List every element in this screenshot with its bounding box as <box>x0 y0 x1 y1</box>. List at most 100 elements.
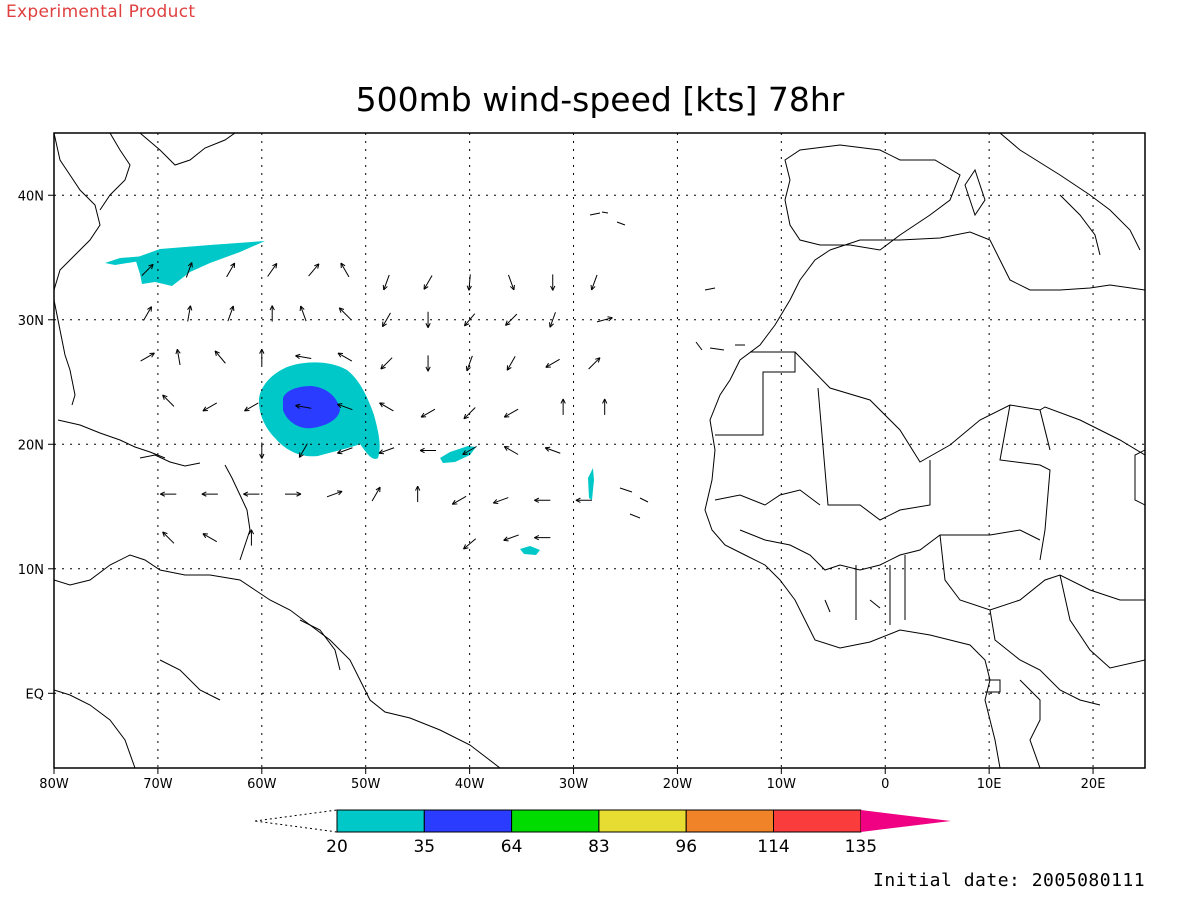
x-tick-label: 20W <box>663 777 693 792</box>
wind-vector <box>466 274 472 291</box>
wind-vector <box>248 529 255 546</box>
colorbar-box <box>423 809 513 833</box>
colorbar-box <box>773 809 862 833</box>
colorbar: 20 35 64 83 96 114 135 <box>254 809 951 857</box>
shade-35-64-main <box>283 386 340 429</box>
wind-vector <box>602 398 608 415</box>
wind-vector <box>503 408 519 418</box>
lat-lon-grid <box>54 133 1145 768</box>
y-tick-label: EQ <box>26 687 44 702</box>
wind-vector <box>326 490 343 498</box>
wind-vector <box>451 495 467 505</box>
x-tick-label: 50W <box>351 777 381 792</box>
wind-vector <box>226 262 236 278</box>
shade-20-35-east <box>440 446 476 463</box>
wind-vector <box>337 352 353 362</box>
wind-vector <box>425 355 431 372</box>
colorbar-label: 135 <box>845 837 877 857</box>
wind-vector <box>185 262 193 278</box>
x-tick-label: 60W <box>247 777 277 792</box>
x-tick-label: 70W <box>143 777 173 792</box>
wind-vector <box>596 316 613 323</box>
wind-vector <box>201 491 218 497</box>
wind-vectors <box>140 262 613 550</box>
wind-vector <box>267 262 278 277</box>
map-axes: 80W 70W 60W 50W 40W 30W 20W 10W 0 10E 20E 40N 30N 20N… <box>18 189 1106 792</box>
colorbar-label: 35 <box>413 837 435 857</box>
wind-vector <box>244 402 259 412</box>
wind-vector <box>588 357 601 370</box>
wind-vector <box>378 447 395 455</box>
wind-vector <box>269 305 275 322</box>
colorbar-box <box>511 809 600 833</box>
wind-vector <box>425 311 431 328</box>
wind-vector <box>227 305 235 322</box>
wind-vector <box>534 497 551 503</box>
y-tick-label: 30N <box>18 314 44 329</box>
colorbar-label: 114 <box>757 837 789 857</box>
shade-20-35-strip <box>588 468 594 500</box>
colorbar-label: 96 <box>675 837 697 857</box>
colorbar-under-triangle <box>254 809 338 833</box>
wind-vector <box>298 443 308 458</box>
x-tick-label: 40W <box>455 777 485 792</box>
wind-vector <box>243 491 260 497</box>
wind-vector <box>550 274 556 291</box>
wind-vector <box>202 402 218 412</box>
wind-vector <box>340 262 350 278</box>
wind-vector <box>380 357 393 370</box>
wind-vector <box>143 306 153 321</box>
shade-20-35-north <box>135 241 265 286</box>
wind-vector <box>259 442 265 459</box>
wind-vector <box>507 274 515 291</box>
colorbar-over-triangle <box>860 810 951 832</box>
wind-vector <box>492 497 509 505</box>
x-tick-label: 30W <box>559 777 589 792</box>
x-tick-label: 10W <box>767 777 797 792</box>
wind-vector <box>338 307 351 320</box>
wind-vector <box>549 312 556 328</box>
wind-vector <box>534 535 551 541</box>
wind-vector <box>415 485 421 503</box>
wind-vector <box>308 263 320 277</box>
colorbar-label: 83 <box>588 837 610 857</box>
wind-vector <box>299 305 307 322</box>
wind-vector <box>462 446 477 455</box>
wind-vector <box>590 274 598 291</box>
wind-vector <box>295 403 312 409</box>
x-tick-label: 20E <box>1081 777 1106 792</box>
wind-vector <box>381 312 391 328</box>
wind-vector <box>575 497 592 503</box>
wind-vector <box>162 531 175 544</box>
wind-vector <box>379 402 394 412</box>
colorbar-label: 64 <box>501 837 523 857</box>
y-tick-label: 40N <box>18 189 44 204</box>
colorbar-box <box>598 809 687 833</box>
coastlines <box>54 133 1145 768</box>
experimental-product-label: Experimental Product <box>6 2 196 22</box>
x-tick-label: 10E <box>977 777 1002 792</box>
y-tick-label: 20N <box>18 438 44 453</box>
wind-vector <box>420 408 436 418</box>
wind-vector <box>419 447 437 454</box>
wind-vector <box>187 305 193 322</box>
x-tick-label: 0 <box>881 777 889 792</box>
wind-vector <box>175 348 181 366</box>
wind-vector <box>545 358 560 368</box>
shade-20-35-north2 <box>105 256 145 265</box>
wind-vector <box>141 263 154 276</box>
wind-vector <box>162 394 175 407</box>
wind-vector <box>463 313 476 327</box>
wind-vector <box>202 533 218 543</box>
shade-20-35-south <box>520 546 540 555</box>
page-title: 500mb wind-speed [kts] 78hr <box>355 80 845 119</box>
wind-vector <box>337 447 353 455</box>
map-frame <box>53 132 1146 769</box>
wind-vector <box>465 355 473 372</box>
wind-vector <box>503 534 519 542</box>
wind-vector <box>506 356 516 371</box>
initial-date-label: Initial date: 2005080111 <box>873 870 1146 891</box>
wind-vector <box>382 274 390 291</box>
wind-vector <box>560 398 566 415</box>
